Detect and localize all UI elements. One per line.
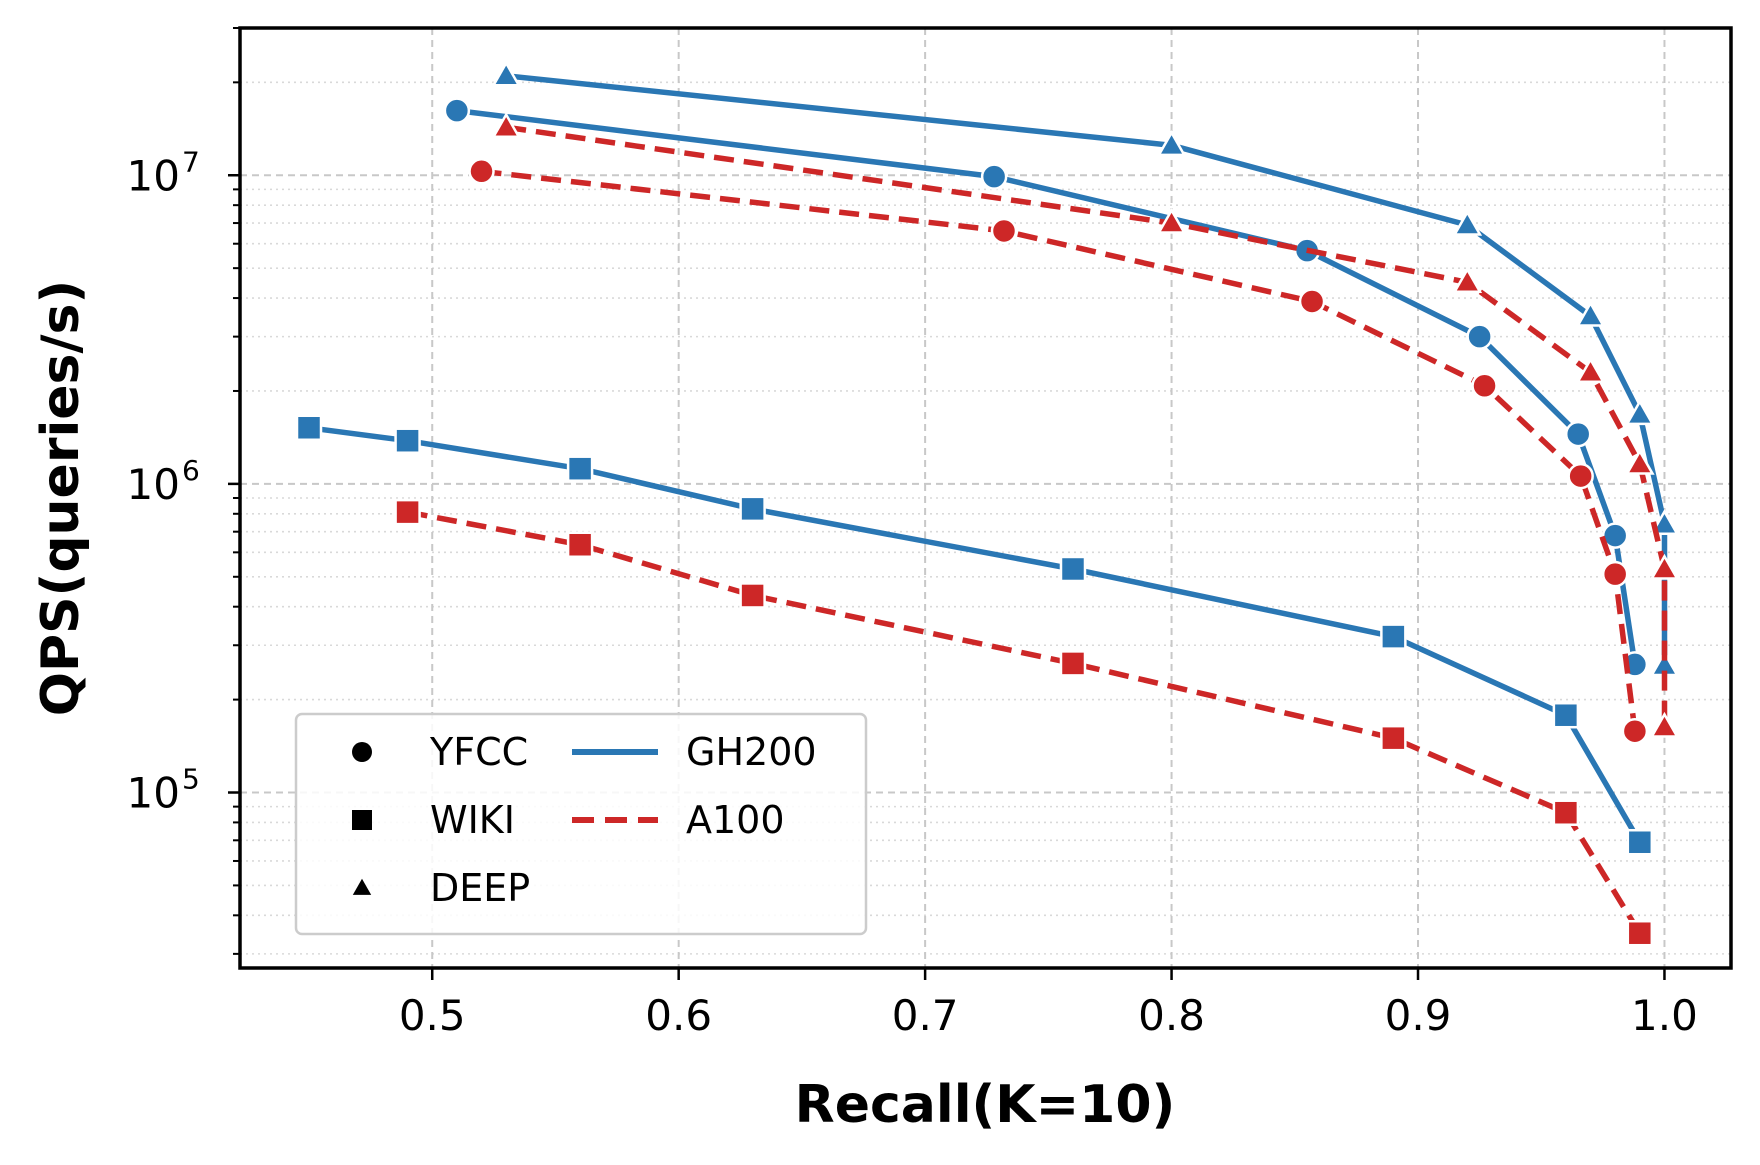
data-point (1156, 130, 1187, 157)
data-point (1552, 701, 1580, 729)
data-point (1649, 509, 1680, 535)
series-wiki-a100 (394, 498, 1654, 947)
legend-label-wiki: WIKI (430, 798, 515, 842)
data-point (1649, 711, 1680, 738)
data-point (443, 97, 471, 124)
data-point (1601, 560, 1629, 588)
legend: YFCC WIKI DEEP GH200 A100 (294, 712, 868, 936)
x-tick-label: 0.5 (399, 991, 466, 1040)
legend-label-deep: DEEP (430, 866, 530, 910)
x-tick-label: 0.8 (1138, 991, 1205, 1040)
data-point (1059, 650, 1087, 677)
data-point (739, 582, 766, 609)
data-point (1564, 420, 1592, 448)
data-point (1649, 553, 1680, 580)
x-tick-label: 0.6 (645, 991, 712, 1040)
legend-label-gh200: GH200 (686, 730, 817, 774)
data-point (1621, 717, 1649, 745)
data-point (980, 163, 1008, 190)
data-point (1625, 399, 1655, 426)
legend-marker-deep (352, 878, 372, 895)
legend-marker-wiki (352, 810, 372, 830)
data-point (1626, 828, 1654, 856)
series-deep-gh200 (491, 60, 1680, 677)
data-point (1625, 448, 1655, 475)
data-point (1601, 522, 1629, 549)
data-point (1380, 724, 1407, 752)
data-point (1380, 623, 1407, 650)
y-tick-exponent: 6 (182, 454, 200, 487)
data-point (1567, 462, 1594, 490)
data-point (394, 427, 421, 454)
data-point (491, 60, 521, 87)
data-point (739, 495, 766, 523)
y-tick-exponent: 5 (182, 763, 200, 796)
series-wiki-gh200 (295, 414, 1654, 856)
series-deep-a100 (491, 112, 1680, 738)
series-line (308, 425, 1643, 844)
x-axis-title: Recall(K=10) (795, 1075, 1176, 1135)
data-point (566, 455, 594, 482)
x-tick-label: 0.7 (892, 991, 959, 1040)
legend-label-a100: A100 (686, 798, 785, 842)
data-point (1471, 372, 1498, 399)
data-point (295, 414, 323, 442)
y-tick-label: 10 (127, 460, 180, 509)
data-point (1552, 799, 1580, 826)
data-point (990, 217, 1018, 245)
series-yfcc-gh200 (443, 97, 1649, 678)
legend-label-yfcc: YFCC (429, 730, 528, 774)
data-point (1156, 207, 1187, 234)
legend-box (294, 712, 868, 936)
data-point (1575, 300, 1606, 327)
data-point (566, 531, 594, 558)
y-axis-title: QPS(queries/s) (31, 280, 91, 716)
data-point (1298, 288, 1326, 315)
legend-marker-yfcc (352, 742, 372, 762)
data-point (491, 112, 521, 139)
series-yfcc-a100 (468, 158, 1649, 745)
x-tick-label: 0.9 (1385, 991, 1452, 1040)
data-point (394, 498, 421, 526)
data-point (1575, 357, 1606, 383)
data-point (1452, 267, 1483, 294)
y-tick-exponent: 7 (182, 145, 200, 178)
x-tick-label: 1.0 (1631, 991, 1698, 1040)
data-point (1626, 919, 1654, 947)
data-point (1452, 209, 1483, 236)
data-point (1466, 323, 1493, 350)
y-tick-label: 10 (127, 151, 180, 200)
data-point (468, 158, 495, 185)
data-point (1059, 555, 1087, 583)
y-tick-label: 10 (127, 769, 180, 818)
series-layer (295, 60, 1680, 947)
